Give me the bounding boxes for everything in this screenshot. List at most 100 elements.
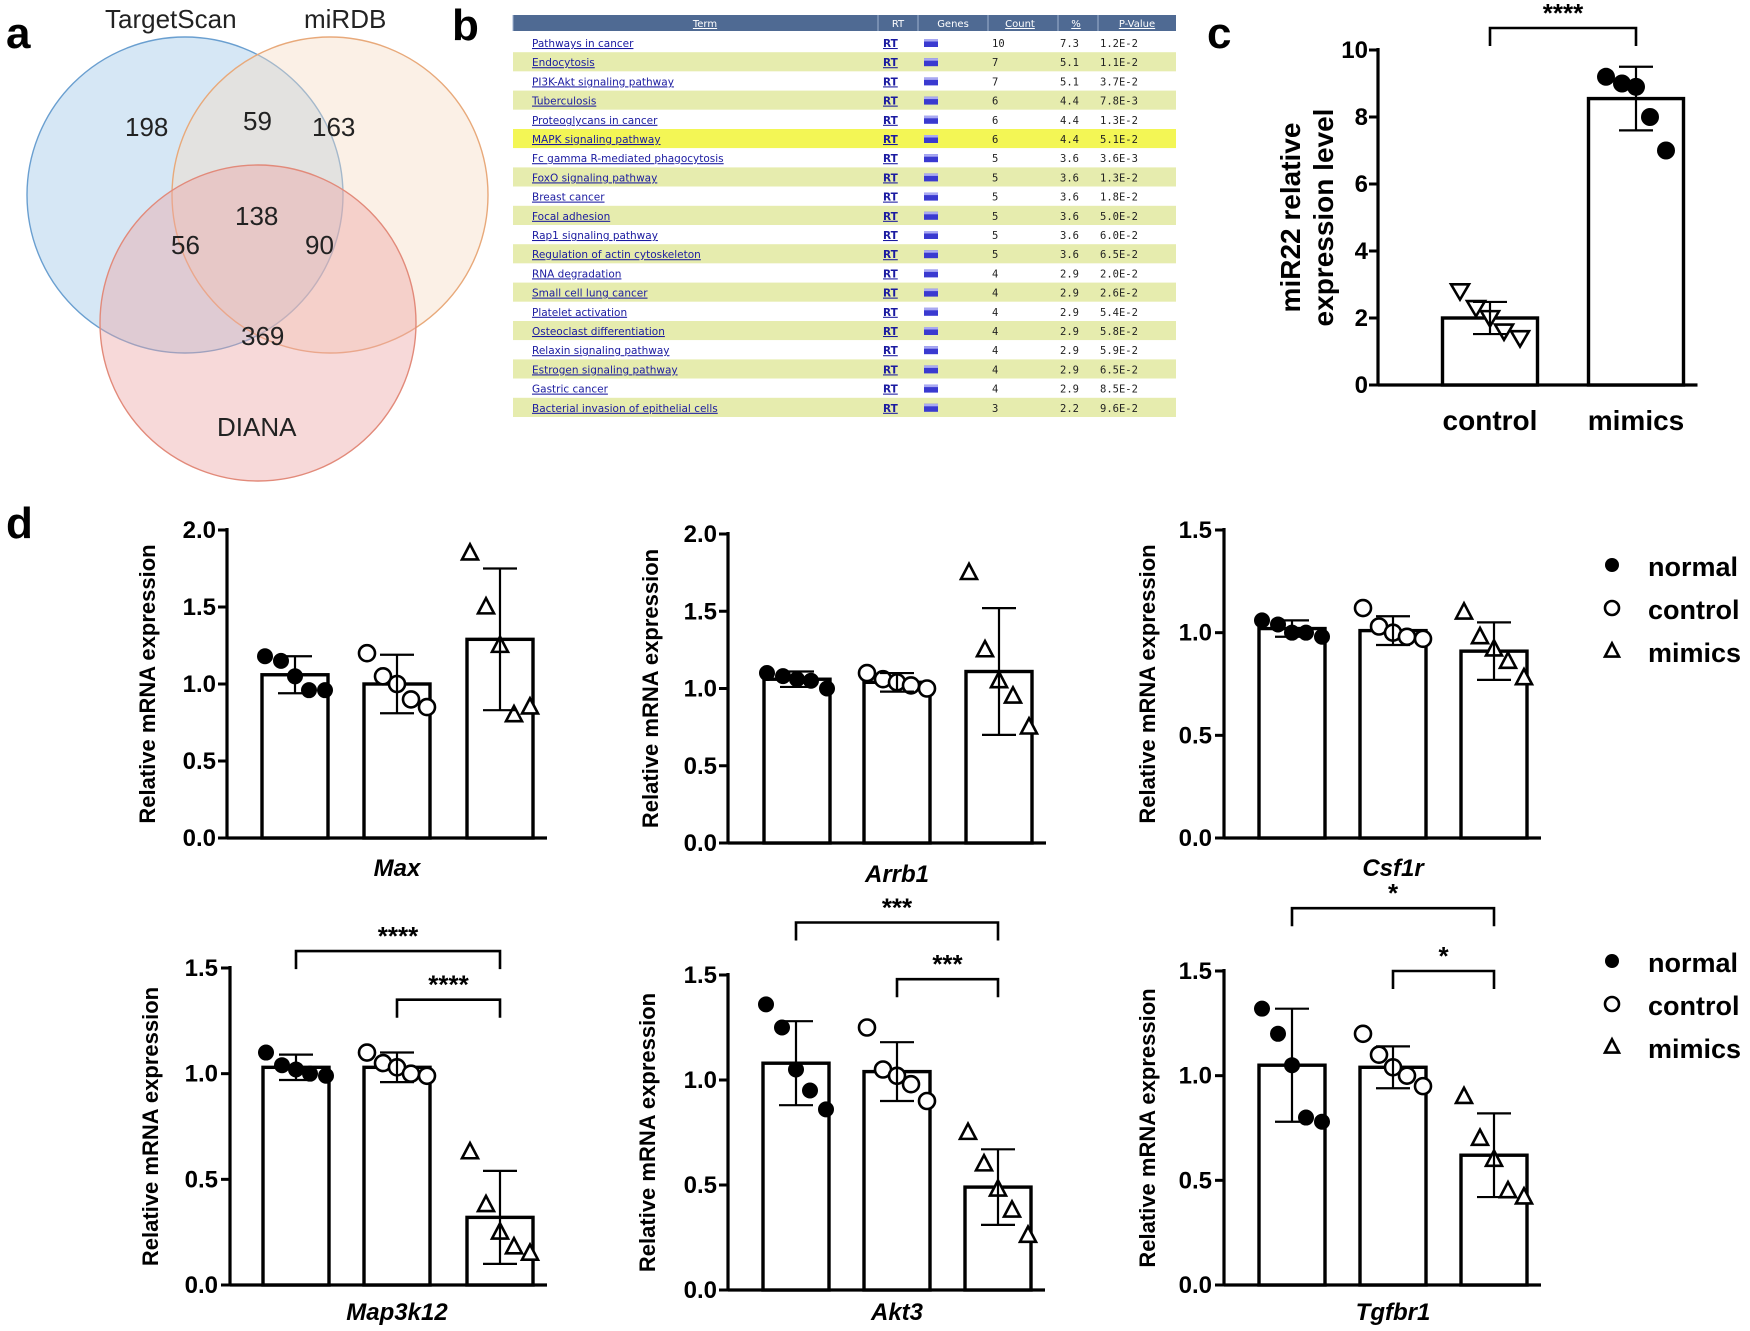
legend-2: normal control mimics: [1602, 948, 1741, 1064]
data-point-control: [1603, 995, 1621, 1013]
bar-mimics: [1459, 1153, 1529, 1287]
data-point-normal: [1314, 628, 1330, 645]
data-point-mimics: [1602, 1036, 1622, 1054]
table-cell-rt: RT: [883, 153, 899, 165]
significance-bracket: [895, 977, 1000, 998]
table-cell-percent: 4.4: [1060, 96, 1079, 108]
chart-arrb1: 0.0 0.5 1.0 1.5 2.0 Relative mRNA expression A…: [638, 521, 1046, 888]
table-cell-genes-icon: [924, 154, 938, 163]
venn-count-targetscan-diana: 56: [171, 230, 200, 260]
data-point-normal: [302, 1065, 318, 1082]
table-cell-pvalue: 5.1E-2: [1100, 134, 1138, 146]
table-cell-percent: 3.6: [1060, 172, 1079, 184]
table-cell-percent: 2.9: [1060, 326, 1079, 338]
table-cell-genes-icon: [924, 135, 938, 143]
data-point-control: [1413, 629, 1433, 649]
table-cell-term: Endocytosis: [532, 57, 595, 69]
table-row-highlighted: [513, 129, 1176, 149]
y-tick-label: 1.0: [185, 1061, 218, 1088]
table-header-term: Term: [692, 19, 717, 30]
gene-label: Tgfbr1: [1356, 1299, 1431, 1326]
data-point-control: [357, 643, 377, 663]
table-cell-genes-icon-shine: [924, 39, 938, 42]
table-cell-genes-icon-shine: [924, 192, 938, 196]
bar-charts: 0 2 4 6 8 10 miR22 relative expression level con…: [135, 0, 1698, 1326]
legend-label: normal: [1648, 552, 1738, 582]
data-point-normal: [803, 672, 819, 689]
table-cell-percent: 2.9: [1060, 307, 1079, 319]
table-cell-term: Rap1 signaling pathway: [532, 230, 658, 242]
table-cell-pvalue: 1.1E-2: [1100, 57, 1138, 69]
venn-set-label: miRDB: [304, 4, 386, 34]
data-point-normal: [1270, 1025, 1286, 1042]
table-cell-genes-icon-shine: [924, 77, 938, 80]
data-point-control: [1492, 323, 1516, 343]
table-cell-genes-icon: [924, 346, 938, 355]
table-cell-pvalue: 6.0E-2: [1100, 230, 1138, 242]
y-tick-label: 1.0: [1179, 1063, 1212, 1090]
data-point-control: [1397, 1066, 1417, 1085]
table-header-pvalue: P-Value: [1119, 19, 1155, 30]
data-point-control: [373, 666, 393, 686]
table-cell-count: 5: [992, 211, 998, 223]
data-point-mimics: [958, 561, 980, 581]
data-point-mimics: [1469, 625, 1491, 645]
table-cell-rt: RT: [883, 38, 899, 50]
table-cell-pvalue: 1.8E-2: [1100, 192, 1138, 204]
data-point-mimics: [459, 541, 481, 561]
table-cell-pvalue: 2.0E-2: [1100, 268, 1138, 280]
table-cell-pvalue: 8.5E-2: [1100, 384, 1138, 396]
table-cell-count: 4: [992, 364, 998, 376]
table-cell-percent: 2.9: [1060, 384, 1079, 396]
gene-label: Map3k12: [346, 1299, 448, 1326]
table-cell-percent: 3.6: [1060, 230, 1079, 242]
data-point-control: [417, 1066, 437, 1086]
significance-label: *: [1438, 941, 1449, 971]
table-row: [513, 340, 1176, 360]
panel-letter-c: c: [1207, 9, 1231, 58]
table-cell-percent: 2.9: [1060, 364, 1079, 376]
table-cell-pvalue: 2.6E-2: [1100, 288, 1138, 300]
venn-circle-targetscan: [26, 36, 344, 354]
data-point-control: [1603, 599, 1621, 617]
table-row: [513, 244, 1176, 264]
table-cell-genes-icon-shine: [924, 365, 938, 368]
data-point-normal: [1613, 74, 1631, 93]
significance-label: ****: [1543, 0, 1584, 28]
table-cell-rt: RT: [883, 403, 899, 415]
table-cell-genes-icon-shine: [924, 403, 938, 407]
table-cell-term: Fc gamma R-mediated phagocytosis: [532, 153, 724, 165]
data-point-mimics: [503, 703, 525, 723]
data-point-mimics: [1001, 1198, 1023, 1218]
table-cell-genes-icon: [924, 307, 938, 316]
data-point-normal: [758, 996, 774, 1013]
data-point-mimics: [1469, 1126, 1491, 1147]
data-point-control: [357, 1043, 377, 1062]
venn-circle-mirdb: [171, 36, 489, 354]
legend-1: normal control mimics: [1602, 552, 1741, 668]
y-tick-label: 0.5: [1179, 722, 1212, 749]
table-cell-term: Bacterial invasion of epithelial cells: [532, 403, 718, 415]
significance-bracket: [294, 949, 502, 970]
bar-normal: [1257, 626, 1327, 840]
data-point-mimics: [1602, 640, 1622, 658]
table-cell-rt: RT: [883, 288, 899, 300]
table-cell-count: 6: [992, 134, 998, 146]
venn-set-label: DIANA: [217, 412, 297, 442]
table-header-count: Count: [1005, 19, 1035, 30]
data-point-normal: [1597, 67, 1615, 86]
table-cell-genes-icon-shine: [924, 384, 938, 388]
y-tick-label: 1.5: [183, 594, 216, 621]
table-cell-genes-icon-shine: [924, 58, 938, 61]
table-cell-genes-icon-shine: [924, 346, 938, 349]
gene-label: Max: [374, 855, 422, 882]
table-cell-term: Proteoglycans in cancer: [532, 115, 658, 127]
bar-normal: [261, 1065, 331, 1287]
venn-count-mirdb-only: 163: [312, 112, 355, 142]
table-cell-rt: RT: [883, 96, 899, 108]
table-cell-term: FoxO signaling pathway: [532, 172, 657, 184]
table-cell-genes-icon-shine: [924, 269, 938, 272]
gene-label: Akt3: [870, 1299, 924, 1326]
bar-control: [862, 1069, 932, 1292]
y-tick-label: 0.0: [684, 1277, 717, 1304]
